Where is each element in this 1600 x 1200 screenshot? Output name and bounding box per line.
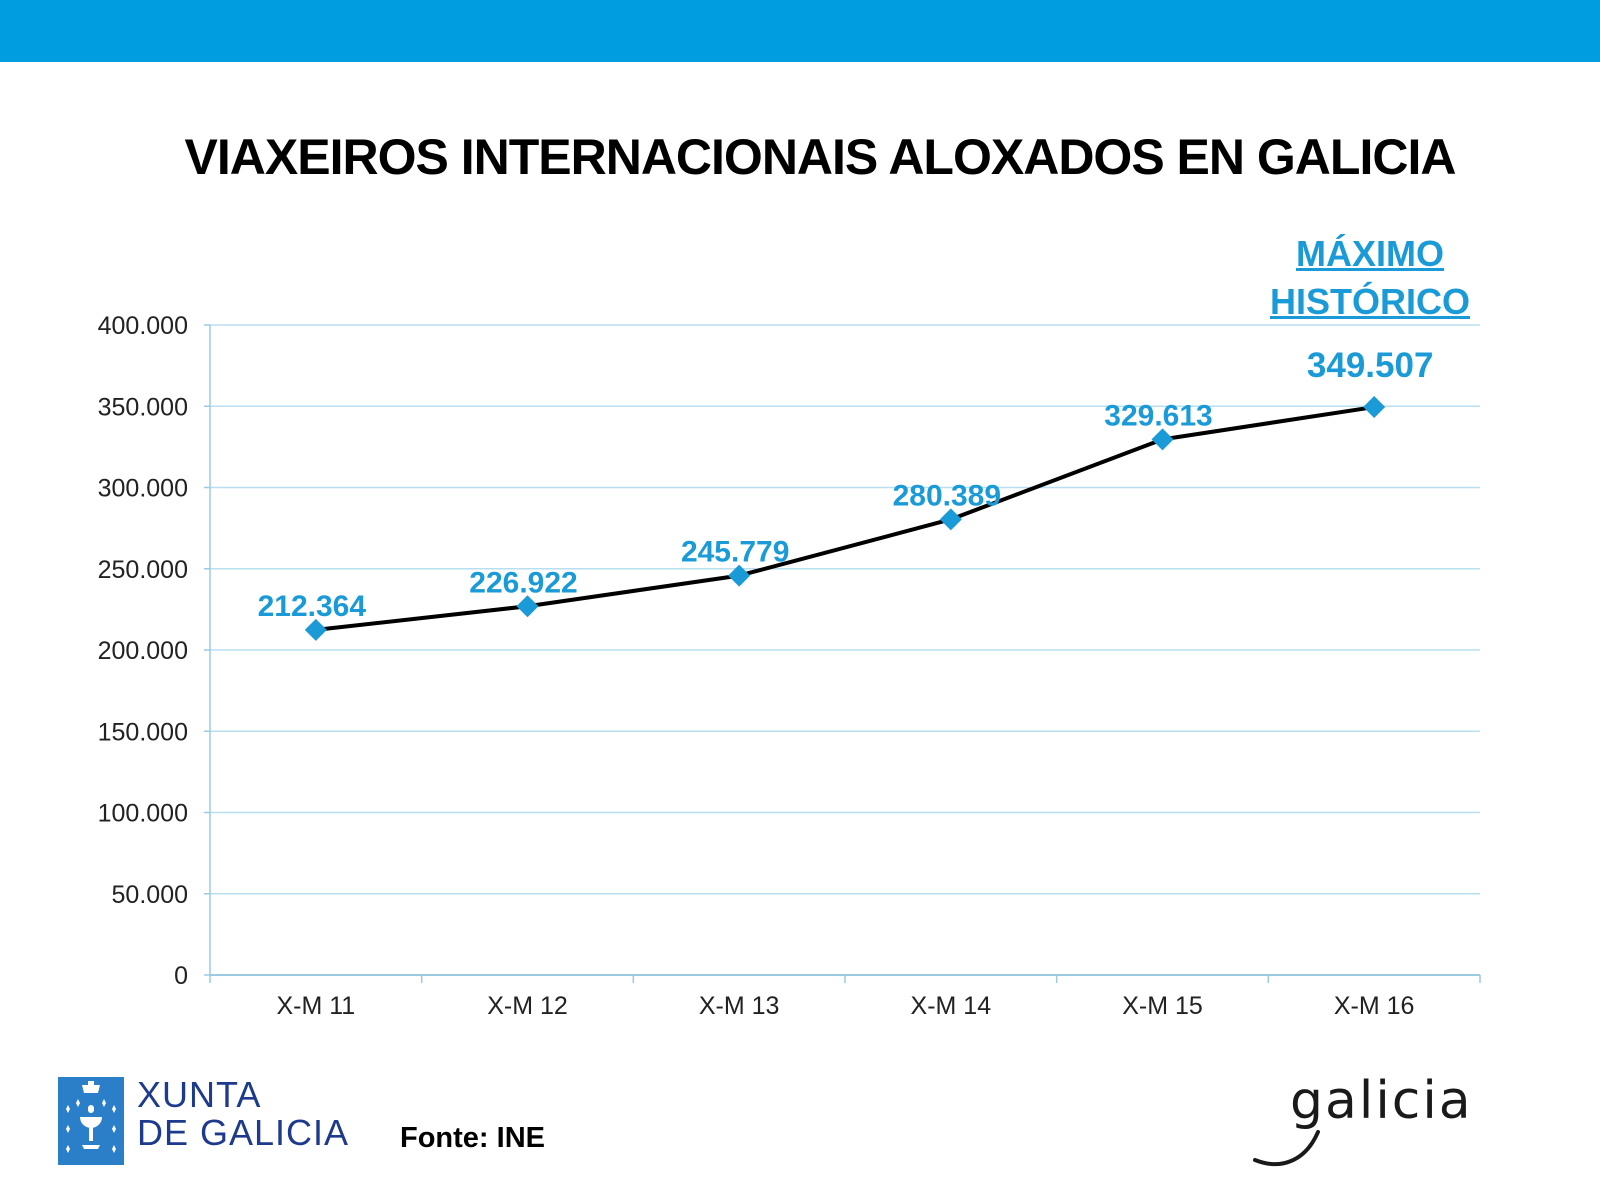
top-banner-bar	[0, 0, 1600, 62]
x-tick-label: X-M 12	[487, 992, 568, 1020]
x-tick-label: X-M 15	[1122, 992, 1203, 1020]
x-tick-label: X-M 11	[276, 992, 355, 1020]
galicia-logo-text: galicia	[1290, 1071, 1473, 1131]
y-tick-label: 300.000	[98, 475, 188, 503]
data-point-marker	[728, 564, 751, 587]
annotation-line-1: MÁXIMO	[1296, 233, 1444, 274]
galicia-logo: galicia	[1253, 1071, 1473, 1167]
chart-title: VIAXEIROS INTERNACIONAIS ALOXADOS EN GAL…	[184, 129, 1457, 185]
y-tick-label: 350.000	[98, 393, 188, 421]
y-tick-label: 250.000	[98, 556, 188, 584]
data-label: 245.779	[681, 536, 789, 569]
data-point-marker	[1151, 428, 1174, 451]
data-point-marker	[939, 508, 962, 531]
annotation-line-2: HISTÓRICO	[1269, 281, 1470, 322]
xunta-logo-text: XUNTA DE GALICIA	[137, 1076, 349, 1152]
data-point-marker	[304, 618, 327, 641]
y-tick-label: 400.000	[98, 312, 188, 340]
data-label: 212.364	[258, 590, 367, 623]
y-tick-label: 0	[174, 962, 188, 990]
y-tick-label: 100.000	[98, 800, 188, 828]
max-historic-annotation: MÁXIMO HISTÓRICO	[1250, 230, 1490, 326]
x-tick-label: X-M 16	[1334, 992, 1415, 1020]
x-tick-label: X-M 13	[699, 992, 780, 1020]
data-label: 280.389	[893, 479, 1001, 512]
data-label: 349.507	[1307, 346, 1434, 385]
y-tick-label: 200.000	[98, 637, 188, 665]
data-label: 329.613	[1104, 399, 1212, 432]
y-tick-label: 150.000	[98, 718, 188, 746]
data-point-marker	[516, 595, 539, 618]
y-tick-label: 50.000	[112, 881, 188, 909]
data-source: Fonte: INE	[400, 1122, 545, 1154]
data-point-marker	[1363, 396, 1386, 419]
data-label: 226.922	[469, 566, 577, 599]
line-chart: 0 50.000 100.000 150.000 200.000 250.000 300.0…	[98, 312, 1481, 1020]
series-line	[315, 405, 1375, 632]
xunta-logo-line-1: XUNTA	[137, 1074, 262, 1115]
xunta-logo-line-2: DE GALICIA	[137, 1112, 350, 1153]
xunta-shield-icon	[58, 1077, 124, 1165]
x-tick-label: X-M 14	[911, 992, 992, 1020]
